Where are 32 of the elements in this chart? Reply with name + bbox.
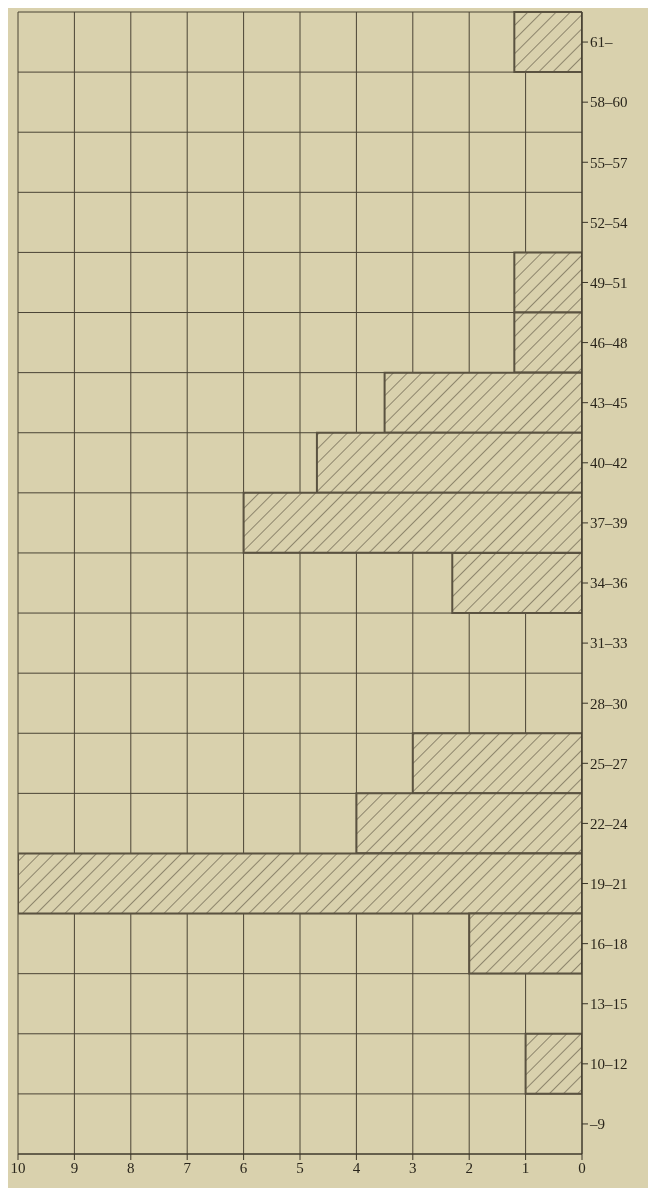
y-tick-label: 19–21 [590,875,628,892]
x-tick-label: 6 [239,1159,248,1176]
bar [513,11,582,73]
y-tick-label: 46–48 [590,334,628,351]
y-tick-label: 49–51 [590,274,628,291]
x-tick-label: 5 [296,1159,304,1176]
y-tick-label: 22–24 [590,815,628,832]
x-tick-label: 2 [465,1159,473,1176]
y-tick-label: 25–27 [590,755,628,772]
y-tick-label: 13–15 [590,996,628,1013]
y-tick-label: 43–45 [590,395,628,412]
y-tick-label: 16–18 [590,935,628,952]
x-tick-label: 1 [521,1159,530,1176]
y-tick-label: 61– [590,34,613,51]
y-tick-label: 37–39 [590,515,628,532]
y-tick-label: 55–57 [590,154,628,171]
y-tick-label: 28–30 [590,695,628,712]
x-tick-label: 0 [578,1159,586,1176]
bar [524,1032,582,1095]
y-tick-label: 10–12 [590,1056,628,1073]
x-tick-label: 10 [10,1159,26,1176]
y-tick-label: 34–36 [590,575,628,592]
y-tick-label: 40–42 [590,455,628,472]
y-tick-label: 31–33 [590,635,628,652]
x-tick-label: 9 [70,1159,79,1176]
y-tick-label: 52–54 [590,214,628,231]
x-tick-label: 8 [127,1159,135,1176]
x-tick-label: 3 [409,1159,417,1176]
x-tick-label: 7 [183,1159,192,1176]
x-tick-label: 4 [352,1159,361,1176]
y-tick-label: –9 [589,1116,605,1133]
y-tick-label: 58–60 [590,94,628,111]
